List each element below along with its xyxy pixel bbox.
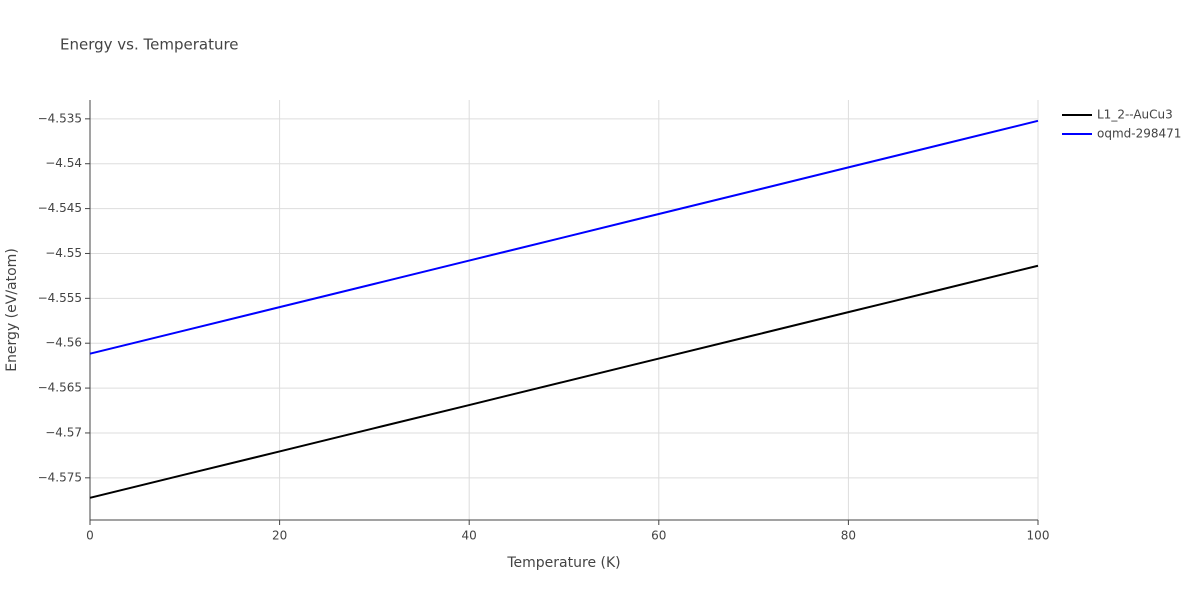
x-tick-label: 80: [841, 529, 856, 543]
y-tick-label: −4.545: [38, 201, 82, 215]
chart-title: Energy vs. Temperature: [60, 36, 239, 54]
x-tick-label: 100: [1027, 529, 1050, 543]
y-tick-label: −4.555: [38, 291, 82, 305]
data-line: [89, 119, 1039, 355]
y-tick-label: −4.57: [45, 425, 82, 439]
x-tick-label: 40: [462, 529, 477, 543]
x-tick-label: 60: [651, 529, 666, 543]
x-axis-title: Temperature (K): [506, 555, 620, 571]
legend-label: oqmd-298471: [1097, 127, 1181, 141]
y-tick-label: −4.535: [38, 111, 82, 125]
x-tick-label: 0: [86, 529, 94, 543]
legend-label: L1_2--AuCu3: [1097, 108, 1173, 122]
data-line: [89, 264, 1039, 499]
y-tick-label: −4.55: [45, 246, 82, 260]
y-tick-label: −4.56: [45, 336, 82, 350]
y-tick-label: −4.575: [38, 470, 82, 484]
y-tick-label: −4.565: [38, 381, 82, 395]
y-axis-title: Energy (eV/atom): [4, 248, 20, 372]
y-tick-label: −4.54: [45, 156, 82, 170]
x-tick-label: 20: [272, 529, 287, 543]
